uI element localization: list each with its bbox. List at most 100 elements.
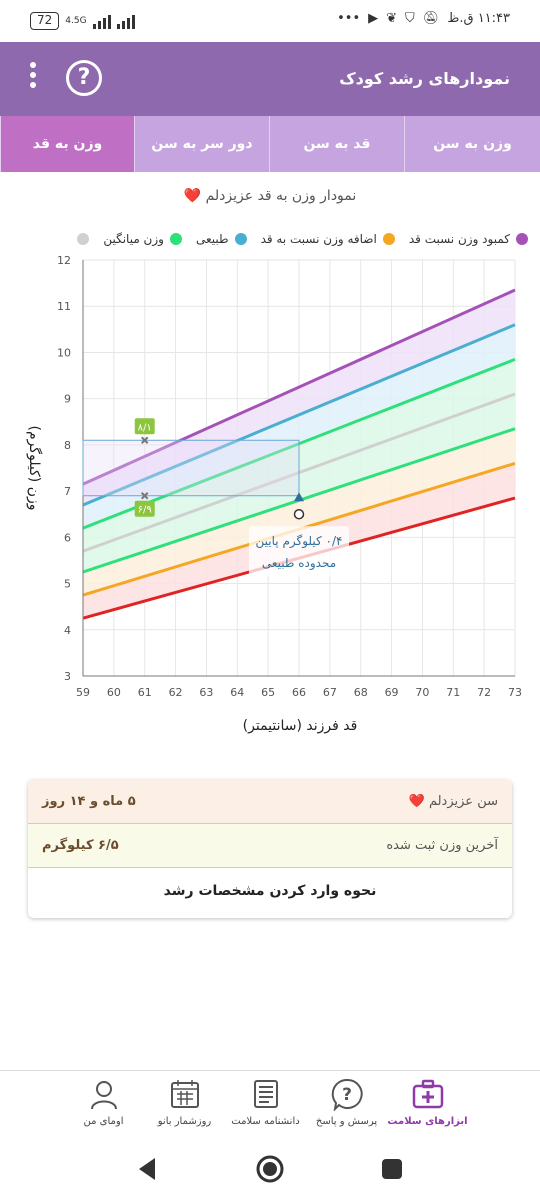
tab-height-for-age[interactable]: قد به سن <box>269 116 404 172</box>
mute-icon: 🔕︎ <box>422 11 440 26</box>
nav-health-tools[interactable]: ابزارهای سلامت <box>387 1071 468 1141</box>
nav-label: اومای من <box>83 1116 124 1127</box>
y-tick-label: 6 <box>64 531 71 544</box>
x-tick-label: 63 <box>199 686 213 699</box>
more-notifications: ••• <box>337 11 361 26</box>
nav-label: دانشنامه سلامت <box>231 1116 300 1127</box>
network-type: 4.5G <box>65 15 87 26</box>
status-left: 72 4.5G <box>30 12 135 30</box>
nav-label: ابزارهای سلامت <box>387 1116 468 1127</box>
x-tick-label: 62 <box>169 686 183 699</box>
annotation-line-2: محدوده طبیعی <box>262 556 336 571</box>
guide-rect <box>82 439 300 497</box>
nav-label: روزشمار بانو <box>157 1116 212 1127</box>
chart-legend: کمبود وزن نسبت قد اضافه وزن نسبت به قد ط… <box>0 228 540 250</box>
recents-icon[interactable] <box>377 1154 407 1184</box>
chart-band <box>83 290 515 505</box>
y-tick-label: 10 <box>57 346 71 359</box>
legend-dot <box>77 233 90 245</box>
shield-icon: ⛉ <box>405 11 415 26</box>
legend-dot <box>516 233 528 245</box>
y-tick-label: 7 <box>64 485 71 498</box>
y-tick-label: 4 <box>64 624 71 637</box>
chart-title: نمودار وزن به قد عزیزدلم ❤️ <box>183 188 357 204</box>
x-tick-label: 64 <box>230 686 244 699</box>
play-icon: ▶ <box>368 11 379 26</box>
series-line-1 <box>82 323 516 507</box>
page-title: نمودارهای رشد کودک <box>339 69 510 88</box>
user-avatar-icon <box>90 1081 117 1110</box>
status-bar: 72 4.5G ۱۱:۴۳ ق.ظ 🔕︎ ⛉ ❦ ▶ ••• <box>0 0 540 42</box>
age-label: سن عزیزدلم ❤️ <box>408 794 498 809</box>
first-aid-kit-icon <box>412 1079 443 1109</box>
home-icon[interactable] <box>255 1154 285 1184</box>
x-tick-label: 72 <box>477 686 491 699</box>
range-marker-label: ۶/۹ <box>138 505 152 516</box>
annotation-line-1: ۰/۴ کیلوگرم پایین <box>256 534 343 549</box>
back-icon[interactable] <box>133 1154 163 1184</box>
y-tick-label: 11 <box>57 300 71 313</box>
legend-label: طبیعی <box>195 232 229 246</box>
x-tick-label: 66 <box>292 686 306 699</box>
legend-label: وزن میانگین <box>103 232 164 246</box>
series-line-0 <box>82 288 516 486</box>
x-tick-label: 67 <box>323 686 337 699</box>
x-tick-label: 61 <box>138 686 152 699</box>
x-tick-label: 65 <box>261 686 275 699</box>
age-value: ۵ ماه و ۱۴ روز <box>42 794 136 809</box>
tab-weight-for-height[interactable]: وزن به قد <box>0 116 134 172</box>
book-icon <box>253 1080 278 1108</box>
calendar-icon <box>170 1080 199 1108</box>
range-marker-badge <box>134 418 155 435</box>
range-marker-label: ۸/۱ <box>138 422 152 433</box>
signal-icon-2 <box>116 13 135 29</box>
legend-normal: طبیعی <box>196 228 247 250</box>
nav-label: پرسش و پاسخ <box>315 1116 378 1127</box>
x-tick-label: 69 <box>385 686 399 699</box>
y-axis-label: وزن (کیلوگرم) <box>26 426 43 511</box>
weight-value: ۶/۵ کیلوگرم <box>42 838 119 853</box>
help-circle-icon[interactable]: ? <box>66 60 102 96</box>
clock: ۱۱:۴۳ ق.ظ <box>447 11 510 26</box>
x-tick-label: 68 <box>354 686 368 699</box>
svg-text:?: ? <box>342 1085 352 1105</box>
point-arrow <box>294 492 304 502</box>
range-marker-x <box>141 436 149 444</box>
more-vertical-icon[interactable] <box>28 62 38 96</box>
info-card: سن عزیزدلم ❤️ ۵ ماه و ۱۴ روز آخرین وزن ث… <box>28 780 512 918</box>
legend-dot <box>382 233 395 245</box>
legend-dot <box>234 233 247 245</box>
legend-extra <box>77 228 90 250</box>
nav-qa[interactable]: ? پرسش و پاسخ <box>306 1071 387 1141</box>
how-to-enter-growth-link[interactable]: نحوه وارد کردن مشخصات رشد <box>163 883 377 899</box>
chart-tabs: وزن به سن قد به سن دور سر به سن وزن به ق… <box>0 116 540 172</box>
legend-overweight: اضافه وزن نسبت به قد <box>261 228 395 250</box>
nav-encyclopedia[interactable]: دانشنامه سلامت <box>225 1071 306 1141</box>
child-point <box>293 508 305 520</box>
chart-band <box>83 324 515 529</box>
nav-calendar[interactable]: روزشمار بانو <box>144 1071 225 1141</box>
y-tick-label: 12 <box>57 254 71 267</box>
weight-label: آخرین وزن ثبت شده <box>386 838 498 853</box>
age-row: سن عزیزدلم ❤️ ۵ ماه و ۱۴ روز <box>28 780 512 824</box>
tab-head-for-age[interactable]: دور سر به سن <box>134 116 269 172</box>
tab-weight-for-age[interactable]: وزن به سن <box>404 116 540 172</box>
legend-underweight: کمبود وزن نسبت قد <box>409 228 528 250</box>
growth-chart: 59 60 61 62 63 64 65 66 67 68 69 70 71 72 733456789101… <box>26 254 522 734</box>
range-marker-badge <box>134 500 155 517</box>
leaf-icon: ❦ <box>386 11 398 26</box>
y-tick-label: 5 <box>64 578 71 591</box>
weight-row: آخرین وزن ثبت شده ۶/۵ کیلوگرم <box>28 824 512 868</box>
bottom-nav: ابزارهای سلامت ? پرسش و پاسخ دانشنامه سل… <box>0 1070 540 1140</box>
x-tick-label: 59 <box>76 686 90 699</box>
x-tick-label: 70 <box>415 686 429 699</box>
legend-label: کمبود وزن نسبت قد <box>408 232 510 246</box>
annotation-bg <box>249 526 349 577</box>
signal-icon <box>92 13 111 29</box>
x-tick-label: 60 <box>107 686 121 699</box>
y-tick-label: 3 <box>64 670 71 683</box>
nav-my-profile[interactable]: اومای من <box>63 1071 144 1141</box>
y-tick-label: 8 <box>64 439 71 452</box>
app-header: ? نمودارهای رشد کودک <box>0 42 540 116</box>
battery-icon: 72 <box>30 12 60 30</box>
